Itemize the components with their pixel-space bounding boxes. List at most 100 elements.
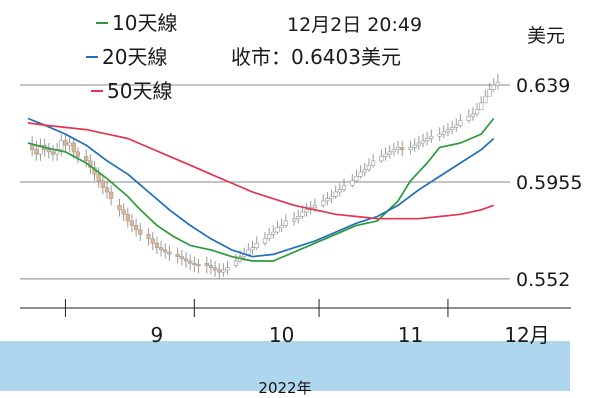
candle-up [437, 133, 442, 137]
candle-down [167, 251, 172, 255]
candle-down [30, 144, 35, 150]
x-tick-labels: 9 10 11 12月 [151, 323, 550, 347]
x-tick-label: 11 [398, 323, 423, 347]
candle-up [221, 269, 226, 273]
candle-up [429, 135, 434, 139]
candle-down [204, 262, 209, 266]
candlesticks [30, 73, 500, 279]
y-tick-label: 0.552 [516, 269, 570, 291]
candle-up [38, 144, 43, 155]
candle-up [391, 149, 396, 153]
candle-up [474, 109, 480, 115]
candle-down [84, 156, 89, 162]
candle-up [350, 180, 355, 186]
candle-up [483, 95, 488, 104]
candle-down [129, 220, 135, 226]
candle-down [217, 269, 222, 273]
candle-up [454, 124, 459, 128]
candle-up [292, 218, 297, 222]
candle-up [279, 225, 284, 228]
candle-up [329, 196, 334, 199]
candle-down [192, 262, 197, 266]
candle-down [109, 191, 114, 199]
candle-down [163, 249, 168, 253]
y-tick-label: 0.5955 [516, 172, 582, 194]
x-axis [20, 299, 571, 317]
candle-up [325, 198, 330, 202]
legend-label-ma20: 20天線 [102, 45, 167, 69]
candle-up [67, 142, 72, 146]
candle-up [425, 138, 430, 142]
candle-up [470, 113, 475, 117]
candle-down [213, 267, 218, 271]
candle-up [271, 231, 276, 235]
y-tick-labels: 0.639 0.5955 0.552 [516, 75, 582, 291]
candle-up [225, 267, 230, 271]
x-tick-label: 10 [269, 323, 294, 347]
candle-down [134, 225, 139, 231]
candle-down [175, 254, 180, 257]
candle-up [491, 84, 496, 90]
candle-down [46, 149, 51, 153]
candle-down [125, 213, 130, 222]
candle-down [150, 238, 155, 244]
candle-up [445, 129, 451, 133]
candle-up [283, 220, 288, 226]
candle-down [183, 258, 189, 262]
candle-down [75, 151, 80, 157]
candle-down [154, 242, 159, 248]
datetime-label: 12月2日 20:49 [287, 14, 422, 36]
candle-down [400, 147, 405, 150]
candle-up [304, 209, 309, 213]
candle-up [362, 169, 367, 173]
close-price-label: 收市：0.6403美元 [231, 45, 401, 69]
candle-up [250, 247, 255, 251]
series-line-ma10 [27, 117, 495, 262]
candle-up [420, 140, 426, 144]
candle-down [138, 229, 143, 235]
legend: 10天線 20天線 50天線 [86, 11, 177, 103]
candle-down [34, 149, 39, 155]
candle-down [146, 234, 151, 240]
candle-up [246, 249, 251, 255]
candle-up [59, 140, 64, 150]
candle-up [395, 147, 401, 150]
candle-up [379, 156, 384, 162]
candle-up [366, 164, 372, 171]
legend-label-ma10: 10天線 [112, 11, 177, 35]
unit-label: 美元 [527, 25, 565, 47]
moving-average-lines [27, 117, 495, 262]
candle-up [408, 147, 413, 150]
candle-up [321, 200, 326, 206]
year-band [0, 341, 570, 391]
candle-up [341, 184, 347, 191]
candle-up [479, 102, 484, 110]
candle-up [296, 216, 301, 220]
series-line-ma20 [27, 117, 495, 258]
x-tick-label: 9 [151, 323, 164, 347]
candle-down [96, 173, 101, 182]
candle-down [196, 264, 201, 267]
candle-up [495, 81, 500, 86]
candle-up [458, 120, 463, 126]
series-line-ma50 [27, 122, 494, 220]
legend-label-ma50: 50天線 [107, 79, 172, 103]
candle-up [450, 127, 455, 130]
candle-up [312, 205, 317, 208]
candle-up [383, 153, 388, 157]
candle-up [337, 189, 342, 193]
candle-down [63, 140, 68, 146]
candle-up [387, 151, 392, 155]
candle-up [416, 142, 421, 146]
candle-up [300, 211, 305, 217]
candle-up [254, 242, 259, 248]
candle-up [358, 171, 363, 177]
candle-down [188, 260, 193, 264]
candle-up [466, 115, 471, 121]
candle-down [71, 142, 76, 153]
candle-down [121, 209, 126, 215]
candle-up [267, 234, 272, 240]
candle-up [487, 89, 492, 97]
candle-up [333, 191, 338, 197]
